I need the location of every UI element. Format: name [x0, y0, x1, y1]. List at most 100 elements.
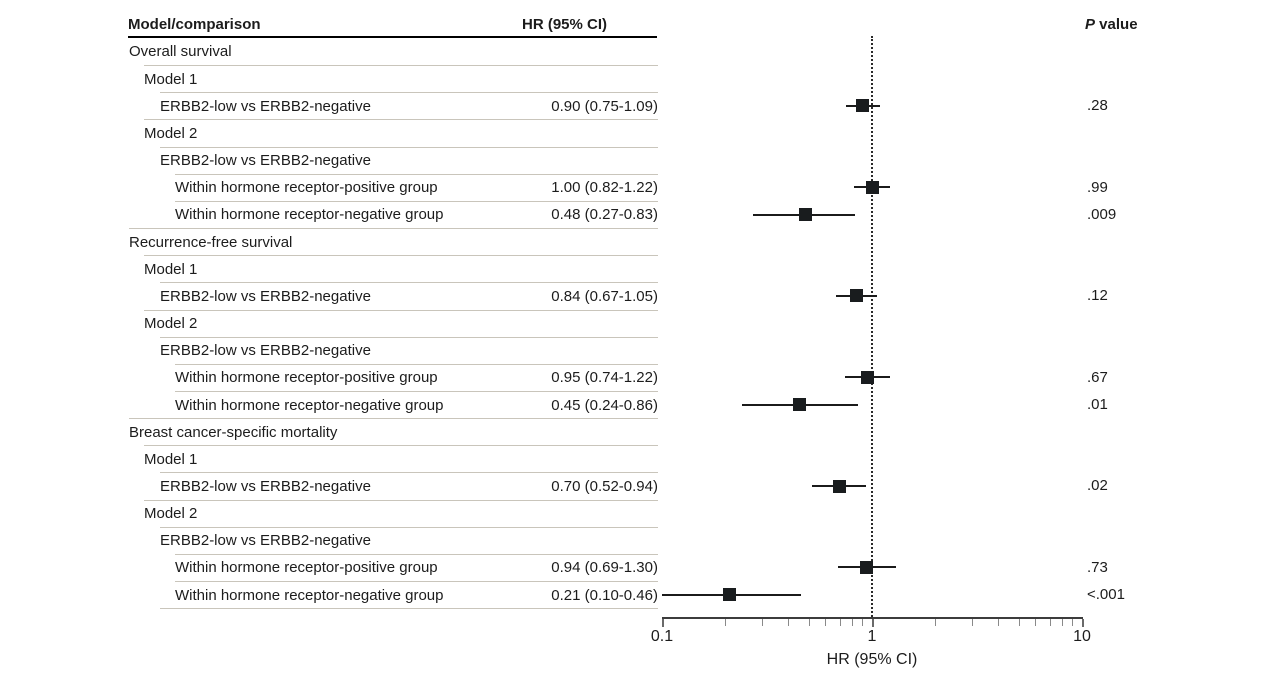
table-row: ERBB2-low vs ERBB2-negative 0.90 (0.75-1.… [160, 92, 658, 119]
hr-ci-value: 0.90 (0.75-1.09) [551, 97, 658, 115]
row-label: ERBB2-low vs ERBB2-negative [160, 477, 371, 495]
forest-marker-square [849, 289, 863, 303]
forest-marker-square [859, 560, 873, 574]
row-label: Within hormone receptor-positive group [175, 559, 438, 577]
table-row: Model 2 [144, 309, 658, 337]
forest-marker-square [723, 588, 737, 602]
row-label: Within hormone receptor-positive group [175, 369, 438, 387]
x-axis-minor-tick [862, 619, 864, 626]
x-axis-minor-tick [935, 619, 937, 626]
table-header-p-value: P value [1085, 14, 1138, 36]
x-axis-title: HR (95% CI) [826, 651, 918, 668]
p-value: .99 [1087, 178, 1108, 196]
row-label: ERBB2-low vs ERBB2-negative [160, 287, 371, 305]
p-value-header-italic: P [1085, 16, 1096, 33]
x-axis-line [662, 617, 1083, 619]
p-value: .01 [1087, 396, 1108, 413]
row-label: Breast cancer-specific mortality [129, 423, 338, 441]
hr-ci-value: 0.70 (0.52-0.94) [551, 477, 658, 495]
table-row: Model 2 [144, 119, 658, 146]
table-row: ERBB2-low vs ERBB2-negative [160, 146, 658, 174]
table-row: ERBB2-low vs ERBB2-negative [160, 526, 658, 554]
table-row: ERBB2-low vs ERBB2-negative 0.70 (0.52-0.… [160, 472, 658, 499]
x-axis-minor-tick [1018, 619, 1020, 626]
x-axis-minor-tick [725, 619, 727, 626]
row-label: ERBB2-low vs ERBB2-negative [160, 342, 371, 360]
row-label: Model 2 [144, 505, 198, 523]
table-header-hr-ci: HR (95% CI) [522, 16, 608, 33]
table-row: Model 2 [144, 499, 658, 527]
row-label: Overall survival [129, 43, 232, 61]
x-axis-minor-tick [1061, 619, 1063, 626]
hr-ci-value: 0.84 (0.67-1.05) [551, 287, 658, 305]
x-axis-minor-tick [788, 619, 790, 626]
x-axis-major-tick [1081, 619, 1084, 627]
table-row: Within hormone receptor-positive group 1.… [175, 173, 658, 201]
x-axis-minor-tick [1049, 619, 1051, 626]
row-label: Model 2 [144, 125, 198, 142]
table-row: ERBB2-low vs ERBB2-negative [160, 336, 658, 364]
table-bottom-rule [160, 608, 658, 610]
p-value: .02 [1087, 477, 1108, 495]
table-row: Model 1 [144, 65, 658, 92]
forest-marker-square [865, 180, 879, 194]
x-axis-minor-tick [851, 619, 853, 626]
row-label: Model 1 [144, 450, 198, 468]
x-axis-tick-label: 1 [867, 628, 877, 645]
x-axis-minor-tick [1072, 619, 1074, 626]
p-value: .009 [1087, 205, 1117, 223]
forest-marker-square [792, 398, 806, 411]
row-label: ERBB2-low vs ERBB2-negative [160, 532, 371, 550]
table-header-rule [128, 36, 657, 38]
x-axis-major-tick [661, 619, 664, 627]
row-label: ERBB2-low vs ERBB2-negative [160, 97, 371, 115]
hr-ci-value: 0.48 (0.27-0.83) [551, 206, 658, 224]
reference-line [871, 36, 873, 617]
row-label: Within hormone receptor-negative group [175, 586, 444, 604]
p-value: .73 [1087, 558, 1108, 576]
row-label: Recurrence-free survival [129, 233, 293, 251]
forest-marker-square [860, 370, 874, 384]
p-value: .67 [1087, 368, 1108, 386]
forest-marker-square [798, 208, 812, 221]
table-row: ERBB2-low vs ERBB2-negative 0.84 (0.67-1.… [160, 282, 658, 309]
x-axis-major-tick [871, 619, 874, 627]
forest-marker-square [855, 99, 869, 113]
p-value: <.001 [1087, 586, 1125, 604]
x-axis-minor-tick [839, 619, 841, 626]
x-axis-minor-tick [998, 619, 1000, 626]
table-row: Within hormone receptor-negative group 0.… [175, 390, 658, 418]
table-row: Model 1 [144, 445, 658, 472]
table-row: Model 1 [144, 255, 658, 282]
row-label: Model 1 [144, 70, 198, 88]
x-axis-minor-tick [808, 619, 810, 626]
row-label: ERBB2-low vs ERBB2-negative [160, 152, 371, 170]
hr-ci-value: 0.94 (0.69-1.30) [551, 559, 658, 577]
hr-ci-value: 1.00 (0.82-1.22) [551, 179, 658, 197]
hr-ci-value: 0.45 (0.24-0.86) [551, 396, 658, 414]
table-row: Within hormone receptor-positive group 0.… [175, 363, 658, 391]
table-row: Recurrence-free survival [129, 228, 658, 255]
table-row: Within hormone receptor-negative group 0.… [175, 200, 658, 228]
p-value: .28 [1087, 97, 1108, 115]
table-row: Breast cancer-specific mortality [129, 418, 658, 445]
table-row: Within hormone receptor-negative group 0.… [175, 581, 658, 608]
row-label: Model 2 [144, 315, 198, 333]
table-header-model-comparison: Model/comparison [128, 16, 261, 33]
hr-ci-value: 0.95 (0.74-1.22) [551, 369, 658, 387]
x-axis-tick-label: 10 [1073, 628, 1091, 645]
p-value: .12 [1087, 287, 1108, 305]
forest-marker-square [833, 479, 846, 493]
x-axis-minor-tick [972, 619, 974, 626]
x-axis-minor-tick [1035, 619, 1037, 626]
table-row: Within hormone receptor-positive group 0.… [175, 553, 658, 581]
row-label: Within hormone receptor-negative group [175, 396, 444, 414]
row-label: Within hormone receptor-negative group [175, 206, 444, 224]
row-label: Within hormone receptor-positive group [175, 179, 438, 197]
x-axis-minor-tick [825, 619, 827, 626]
x-axis-tick-label: 0.1 [650, 628, 674, 645]
p-value-header-rest: value [1095, 16, 1138, 33]
hr-ci-value: 0.21 (0.10-0.46) [551, 586, 658, 604]
table-row: Overall survival [129, 38, 658, 65]
